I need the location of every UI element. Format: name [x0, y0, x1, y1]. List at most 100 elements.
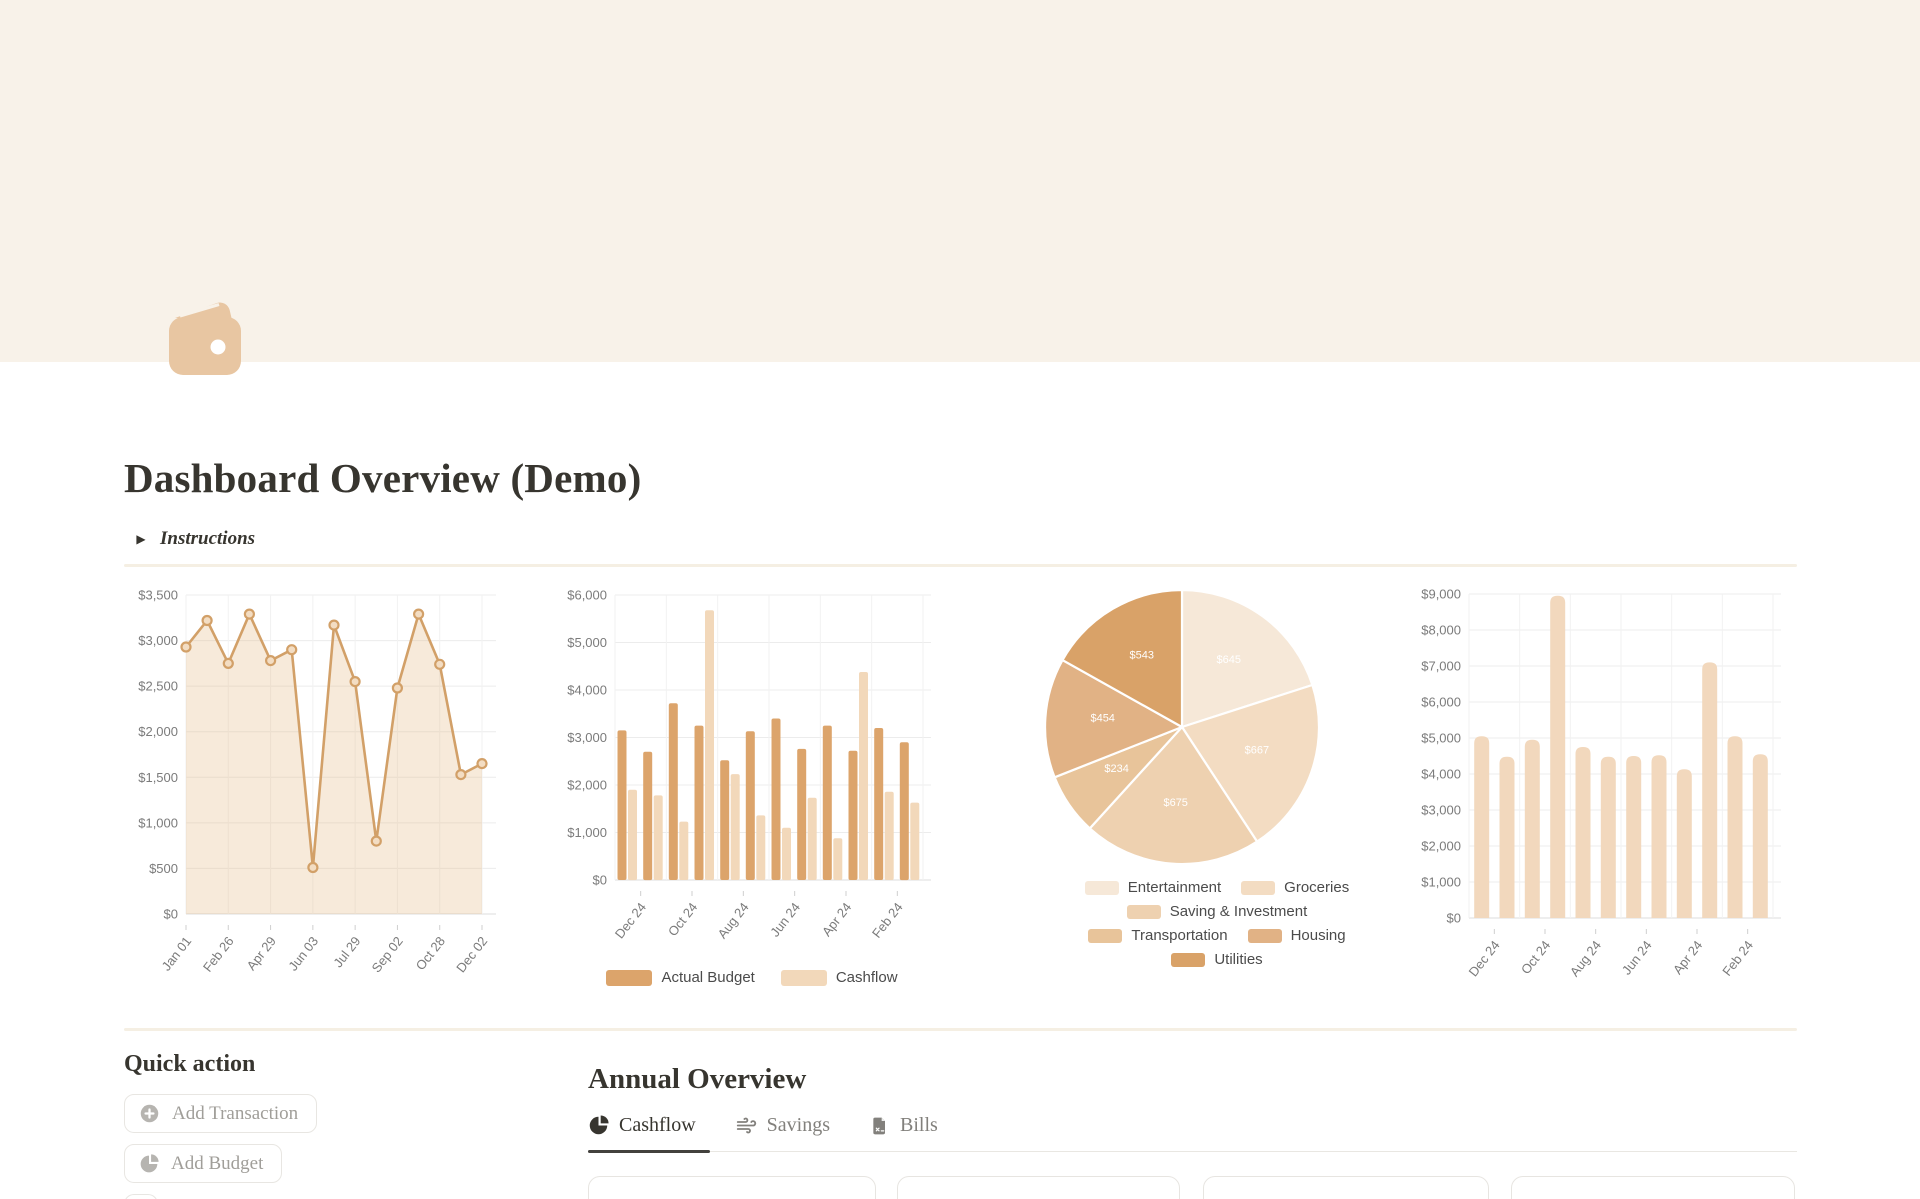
pie-chart-icon	[139, 1153, 159, 1174]
legend-item: Housing	[1247, 927, 1346, 944]
legend-item: Actual Budget	[606, 969, 755, 986]
spending-by-category-pie-chart: $645 $667 $675 $234 $454 $543 Entertainment Gro…	[1022, 587, 1412, 1015]
annual-overview-heading: Annual Overview	[588, 1063, 807, 1095]
tab-savings-label: Savings	[766, 1114, 831, 1136]
legend-swatch	[1126, 904, 1161, 919]
svg-text:$7,000: $7,000	[1421, 659, 1461, 674]
summary-cards-row	[588, 1176, 1797, 1199]
svg-text:$1,000: $1,000	[1421, 875, 1461, 890]
tab-cashflow[interactable]: Cashflow	[588, 1114, 696, 1137]
svg-text:Feb 24: Feb 24	[869, 900, 906, 941]
svg-text:Oct 24: Oct 24	[1518, 938, 1553, 977]
legend-item: Entertainment	[1084, 879, 1221, 896]
page-cover	[0, 0, 1920, 362]
svg-text:$4,000: $4,000	[1421, 767, 1461, 782]
cashflow-trend-area-chart: $0 $500 $1,000 $1,500 $2,000 $2,500 $3,000 $3,5…	[124, 587, 514, 1015]
svg-text:Jun 03: Jun 03	[285, 934, 321, 974]
toggle-arrow-icon[interactable]: ▶	[136, 531, 146, 546]
add-budget-label: Add Budget	[171, 1152, 264, 1174]
svg-text:Feb 24: Feb 24	[1719, 938, 1756, 979]
svg-text:$2,000: $2,000	[138, 724, 178, 739]
svg-text:$0: $0	[1447, 911, 1461, 926]
legend-swatch	[1171, 952, 1206, 967]
svg-text:$5,000: $5,000	[567, 635, 607, 650]
svg-text:$500: $500	[149, 861, 178, 876]
summary-card[interactable]	[897, 1176, 1180, 1199]
instructions-label: Instructions	[160, 528, 256, 549]
pie-chart-icon	[588, 1115, 609, 1136]
svg-text:Apr 24: Apr 24	[819, 900, 854, 939]
page-title: Dashboard Overview (Demo)	[124, 455, 642, 501]
active-tab-underline	[588, 1150, 710, 1153]
svg-text:$6,000: $6,000	[567, 588, 607, 603]
legend-swatch	[606, 969, 653, 986]
annual-totals-bar-chart: $0 $1,000 $2,000 $3,000 $4,000 $5,000 $6,000 $7…	[1407, 587, 1797, 1015]
svg-text:$645: $645	[1217, 654, 1241, 666]
svg-text:Oct 28: Oct 28	[413, 934, 448, 973]
legend-swatch	[1084, 880, 1119, 895]
svg-text:$8,000: $8,000	[1421, 623, 1461, 638]
svg-text:$234: $234	[1104, 763, 1128, 775]
svg-text:Dec 02: Dec 02	[453, 934, 490, 976]
svg-text:$3,000: $3,000	[138, 633, 178, 648]
svg-text:$4,000: $4,000	[567, 683, 607, 698]
svg-text:Jun 24: Jun 24	[767, 900, 803, 940]
add-transaction-label: Add Transaction	[172, 1102, 299, 1124]
bar-chart-legend: Actual Budget Cashflow	[557, 969, 947, 986]
svg-text:Sep 02: Sep 02	[369, 934, 406, 976]
tab-bills-label: Bills	[900, 1114, 938, 1136]
svg-text:$2,000: $2,000	[567, 778, 607, 793]
svg-text:Aug 24: Aug 24	[715, 900, 752, 942]
svg-text:Jan 01: Jan 01	[159, 934, 195, 974]
wallet-icon[interactable]	[155, 288, 255, 388]
quick-action-button-partial[interactable]	[124, 1194, 158, 1199]
svg-text:$2,000: $2,000	[1421, 839, 1461, 854]
page-content: Dashboard Overview (Demo) ▶ Instructions…	[124, 362, 1797, 1199]
svg-text:$454: $454	[1090, 713, 1114, 725]
summary-card[interactable]	[588, 1176, 876, 1199]
legend-item: Saving & Investment	[1126, 903, 1307, 920]
tab-cashflow-label: Cashflow	[619, 1114, 696, 1136]
pie-chart-legend: Entertainment Groceries Saving & Investmen…	[1022, 879, 1412, 968]
svg-text:$3,000: $3,000	[567, 730, 607, 745]
svg-text:$0: $0	[164, 907, 178, 922]
legend-swatch	[780, 969, 827, 986]
section-divider	[124, 1028, 1797, 1031]
quick-action-heading: Quick action	[124, 1051, 256, 1077]
summary-card[interactable]	[1511, 1176, 1795, 1199]
svg-text:$543: $543	[1130, 649, 1154, 661]
svg-text:$1,000: $1,000	[567, 825, 607, 840]
svg-text:$675: $675	[1163, 797, 1187, 809]
svg-text:Dec 24: Dec 24	[1466, 938, 1503, 980]
tab-savings[interactable]: Savings	[736, 1114, 830, 1137]
add-transaction-button[interactable]: Add Transaction	[124, 1094, 318, 1133]
svg-text:$667: $667	[1245, 745, 1269, 757]
wind-icon	[736, 1115, 757, 1136]
legend-swatch	[1241, 880, 1276, 895]
tab-bills[interactable]: Bills	[870, 1114, 938, 1137]
svg-text:$5,000: $5,000	[1421, 731, 1461, 746]
quick-action-column: Quick action Add Transaction	[124, 1051, 544, 1199]
svg-text:$3,000: $3,000	[1421, 803, 1461, 818]
legend-swatch	[1247, 928, 1282, 943]
svg-text:$1,500: $1,500	[138, 770, 178, 785]
add-budget-button[interactable]: Add Budget	[124, 1144, 283, 1183]
bottom-section: Quick action Add Transaction	[124, 1031, 1797, 1199]
annual-overview-tabs: Cashflow Savings	[588, 1114, 1797, 1153]
file-icon	[870, 1116, 890, 1136]
summary-card[interactable]	[1203, 1176, 1489, 1199]
svg-text:Jul 29: Jul 29	[330, 934, 363, 971]
svg-text:$2,500: $2,500	[138, 679, 178, 694]
svg-text:$6,000: $6,000	[1421, 695, 1461, 710]
svg-text:Dec 24: Dec 24	[612, 900, 649, 942]
svg-text:Aug 24: Aug 24	[1567, 938, 1604, 980]
legend-item: Groceries	[1241, 879, 1349, 896]
charts-row: $0 $500 $1,000 $1,500 $2,000 $2,500 $3,000 $3,5…	[124, 587, 1797, 1015]
svg-text:$9,000: $9,000	[1421, 587, 1461, 602]
legend-item: Utilities	[1171, 951, 1263, 968]
instructions-toggle[interactable]: ▶ Instructions	[124, 528, 1797, 550]
legend-item: Cashflow	[780, 969, 898, 986]
svg-text:$3,500: $3,500	[138, 588, 178, 603]
svg-text:Apr 24: Apr 24	[1670, 938, 1705, 977]
